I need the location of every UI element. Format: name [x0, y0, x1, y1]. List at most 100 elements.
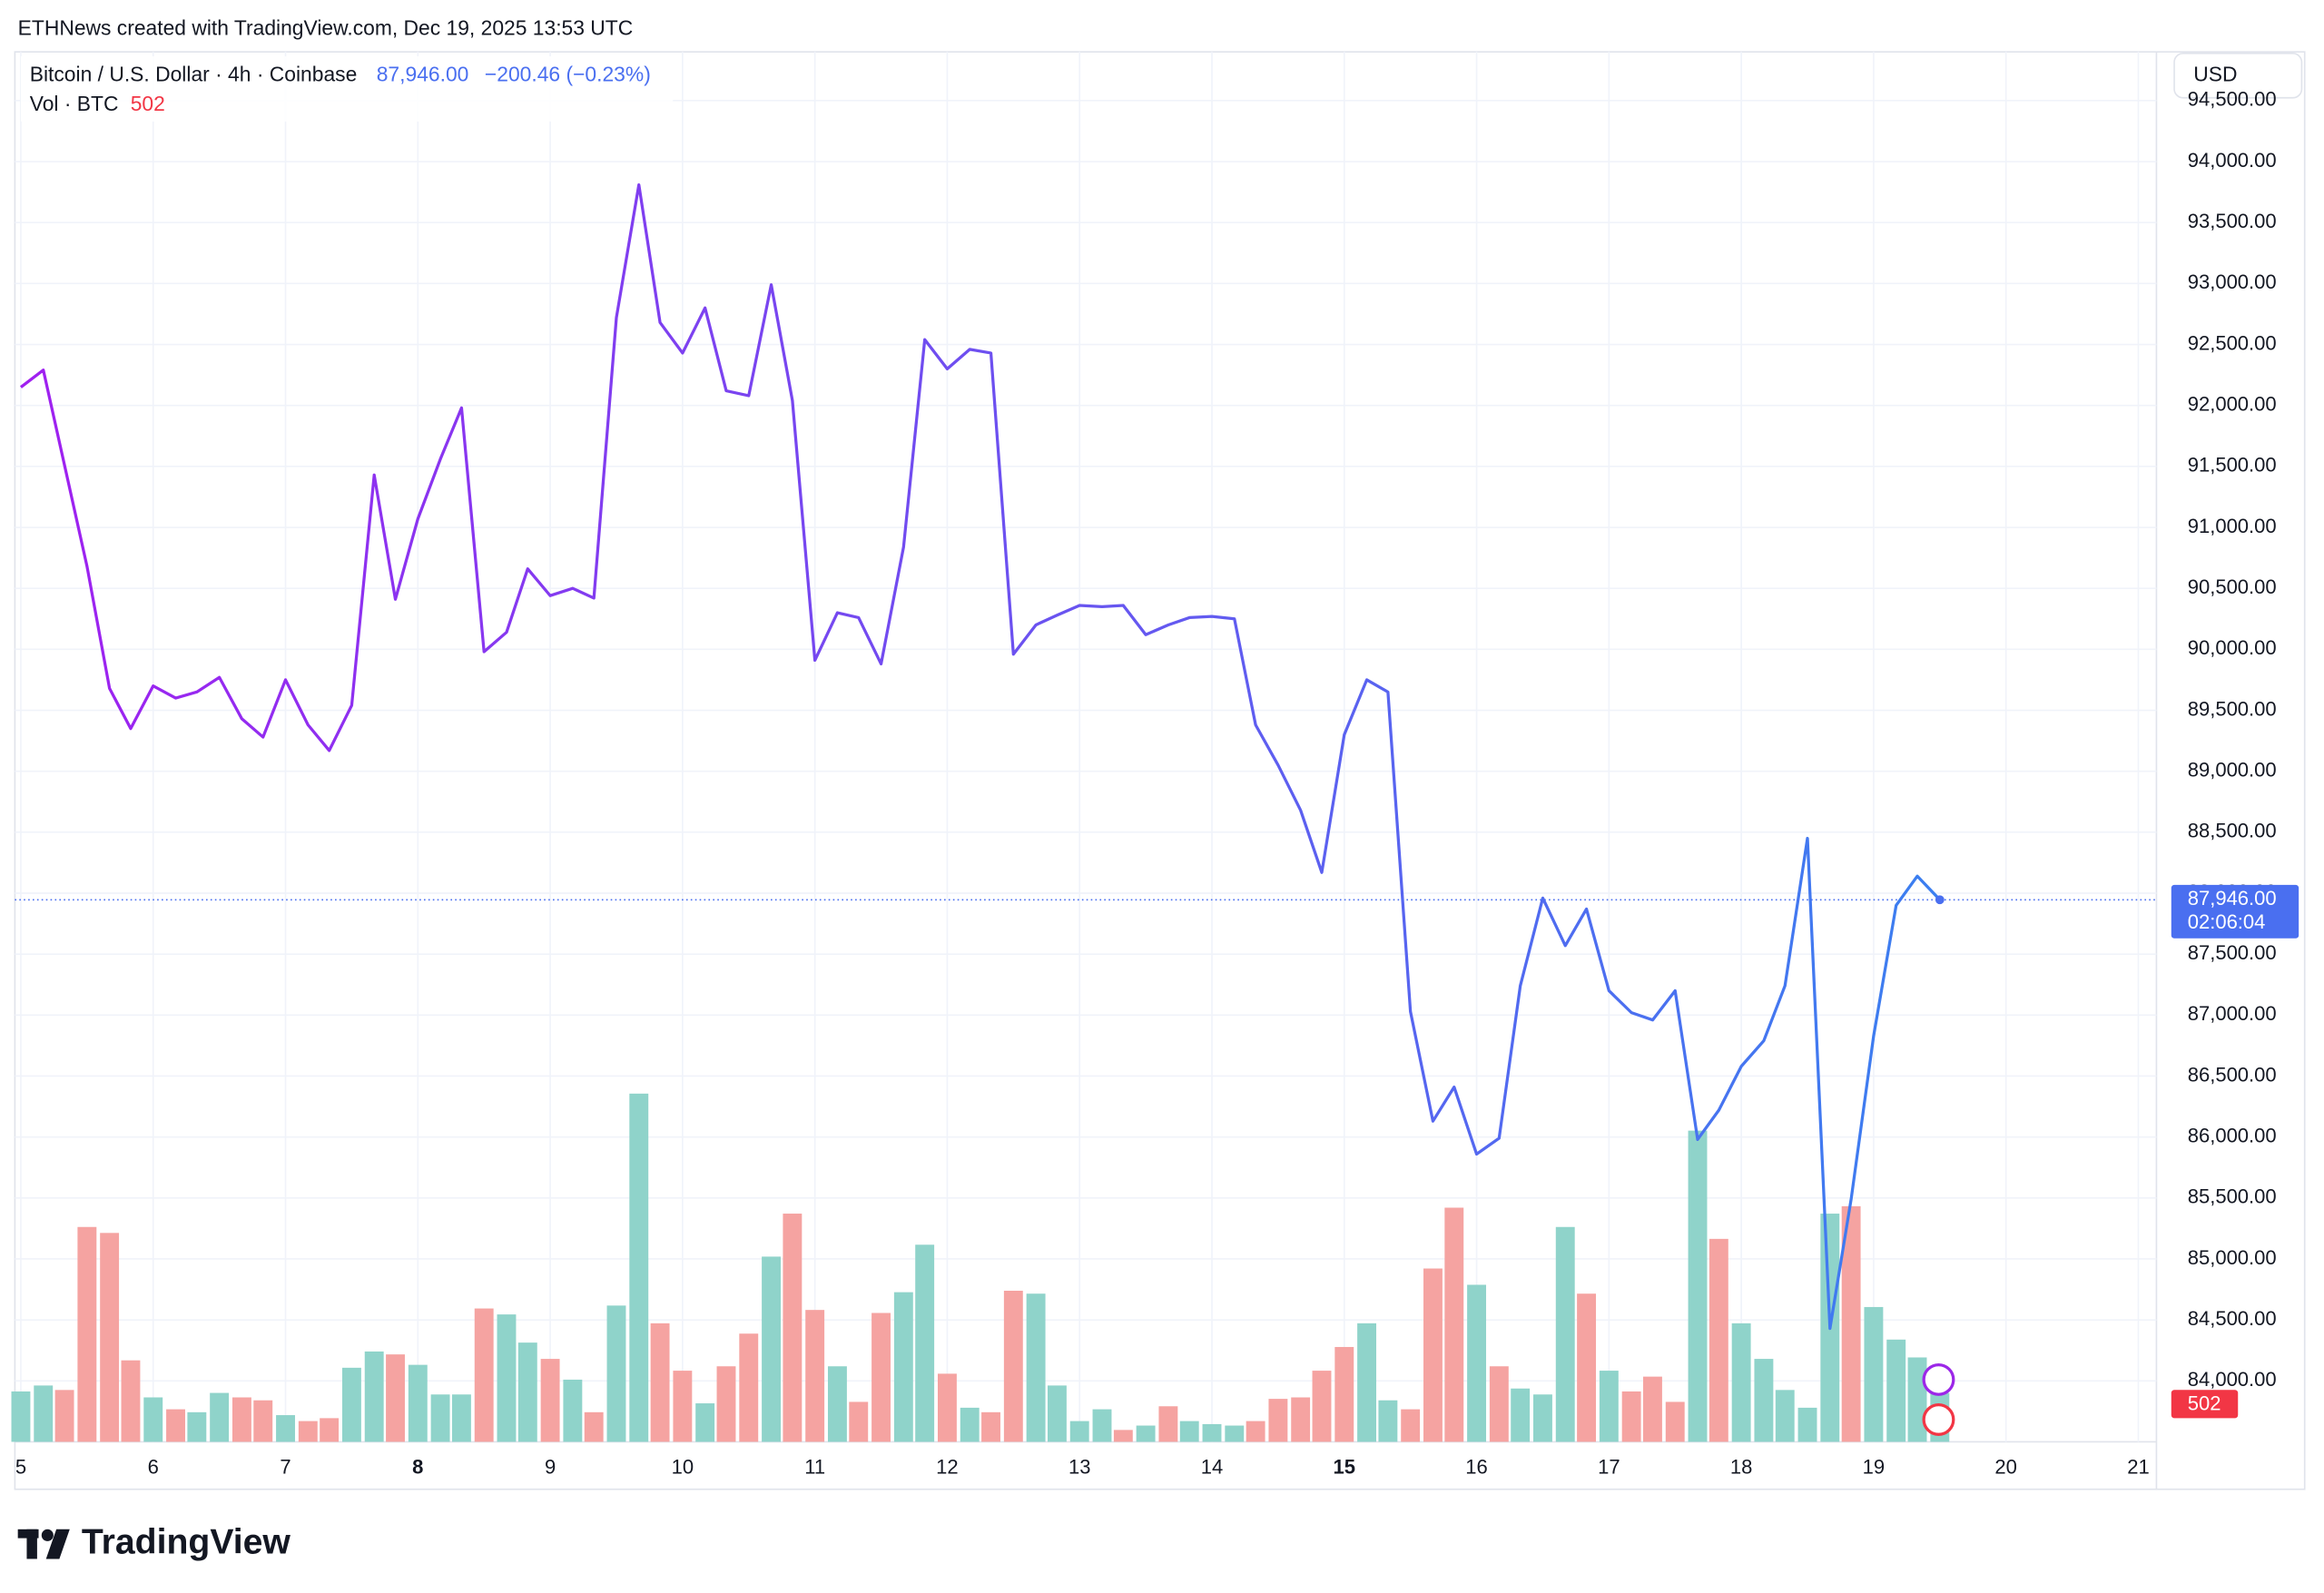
volume-bar: [276, 1415, 295, 1442]
volume-bar: [981, 1411, 1000, 1442]
event-icon[interactable]: [1922, 1403, 1955, 1436]
volume-bar: [1886, 1339, 1906, 1442]
volume-bar: [77, 1226, 97, 1442]
volume-bar: [364, 1351, 384, 1442]
x-tick-label: 9: [545, 1456, 556, 1479]
volume-bar: [1731, 1323, 1751, 1442]
volume-bar: [497, 1314, 517, 1442]
y-tick-label: 93,500.00: [2188, 210, 2277, 232]
y-tick-label: 91,500.00: [2188, 454, 2277, 477]
volume-bar: [1357, 1323, 1377, 1442]
volume-bar: [1643, 1376, 1662, 1442]
y-tick-label: 87,500.00: [2188, 941, 2277, 964]
volume-bar: [1268, 1399, 1288, 1442]
y-tick-label: 89,000.00: [2188, 758, 2277, 781]
x-tick-label: 8: [412, 1456, 423, 1479]
volume-bar: [893, 1292, 913, 1442]
volume-bar: [1069, 1421, 1089, 1442]
y-tick-label: 85,000.00: [2188, 1246, 2277, 1269]
x-tick-label: 13: [1068, 1456, 1091, 1479]
volume-bar: [1225, 1425, 1245, 1442]
volume-bar: [1533, 1394, 1552, 1442]
volume-bar: [1489, 1366, 1509, 1442]
volume-bar: [298, 1421, 318, 1442]
volume-bar: [1577, 1293, 1597, 1442]
last-point: [1935, 895, 1945, 905]
logo-slash: [45, 1529, 70, 1559]
volume-bar: [517, 1342, 537, 1442]
volume-bar: [1599, 1371, 1619, 1442]
volume-bar: [540, 1359, 560, 1442]
volume-bar: [253, 1400, 273, 1442]
volume-bar: [1665, 1401, 1685, 1442]
volume-bar: [143, 1397, 163, 1442]
y-tick-label: 93,000.00: [2188, 270, 2277, 293]
y-tick-label: 86,500.00: [2188, 1063, 2277, 1086]
y-tick-label: 92,500.00: [2188, 331, 2277, 354]
x-tick-label: 21: [2127, 1456, 2150, 1479]
volume-bar: [1907, 1357, 1927, 1442]
logo-stem: [26, 1529, 37, 1559]
volume-label-box: [2171, 1390, 2239, 1419]
x-tick-label: 16: [1465, 1456, 1488, 1479]
volume-bar: [1754, 1359, 1774, 1442]
volume-bar: [430, 1394, 450, 1442]
volume-bar: [100, 1233, 120, 1442]
y-tick-label: 90,500.00: [2188, 575, 2277, 598]
volume-bar: [1688, 1130, 1708, 1442]
legend-bg: [20, 56, 674, 122]
volume-title: Vol · BTC: [30, 92, 119, 115]
volume-bar: [872, 1313, 891, 1442]
y-tick-label: 85,500.00: [2188, 1185, 2277, 1208]
volume-bar: [716, 1366, 736, 1442]
volume-bar: [849, 1401, 869, 1442]
volume-bar: [231, 1397, 251, 1442]
volume-bar: [54, 1390, 74, 1442]
volume-bar: [1092, 1409, 1112, 1442]
y-tick-label: 87,000.00: [2188, 1002, 2277, 1025]
volume-bar: [1179, 1421, 1199, 1442]
x-tick-label: 18: [1730, 1456, 1752, 1479]
event-icon[interactable]: [1922, 1362, 1955, 1396]
volume-bar: [1003, 1291, 1023, 1442]
volume-bar: [320, 1418, 340, 1442]
y-tick-label: 86,000.00: [2188, 1124, 2277, 1146]
volume-bar: [474, 1308, 494, 1442]
volume-bar: [783, 1214, 803, 1442]
y-tick-label: 90,000.00: [2188, 636, 2277, 659]
volume-bar: [1334, 1346, 1354, 1442]
volume-bar: [1158, 1406, 1178, 1442]
volume-bar: [1312, 1371, 1332, 1442]
header-price: 87,946.00: [377, 62, 469, 85]
volume-bar: [1797, 1407, 1817, 1442]
last-price-label: 87,946.00: [2188, 887, 2277, 910]
volume-current: 502: [131, 92, 165, 115]
volume-bar: [451, 1394, 471, 1442]
volume-bar: [1378, 1400, 1398, 1442]
plot: [15, 182, 2157, 1331]
credit: ETHNews created with TradingView.com, De…: [18, 16, 634, 40]
volume-bar: [1113, 1430, 1133, 1442]
x-tick-label: 15: [1334, 1456, 1356, 1479]
currency-button[interactable]: [2173, 52, 2303, 99]
volume-bar: [1511, 1388, 1531, 1442]
volume-bar: [1555, 1226, 1575, 1442]
x-tick-label: 7: [280, 1456, 290, 1479]
volume-bar: [739, 1333, 759, 1442]
volume-bar: [1864, 1306, 1884, 1442]
x-tick-label: 14: [1201, 1456, 1224, 1479]
volume-bar: [408, 1364, 428, 1442]
volume-bar: [695, 1403, 715, 1442]
currency[interactable]: USD: [2193, 62, 2237, 85]
price-line: [19, 182, 1941, 1331]
countdown: 02:06:04: [2188, 910, 2266, 933]
volume-bar: [1401, 1409, 1421, 1442]
x-tick-label: 17: [1598, 1456, 1620, 1479]
volume-bar: [1423, 1268, 1443, 1442]
brand: TradingView: [82, 1522, 291, 1561]
y-tick-label: 88,500.00: [2188, 820, 2277, 842]
volume-bar: [1621, 1391, 1641, 1442]
volume-bar: [762, 1256, 781, 1442]
